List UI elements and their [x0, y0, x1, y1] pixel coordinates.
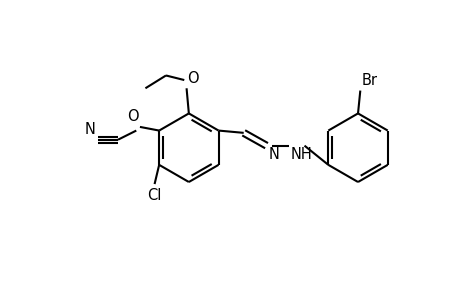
Text: O: O — [187, 70, 199, 86]
Text: NH: NH — [290, 148, 312, 163]
Text: Br: Br — [361, 73, 377, 88]
Text: N: N — [268, 148, 279, 163]
Text: Cl: Cl — [147, 188, 162, 203]
Text: O: O — [127, 109, 138, 124]
Text: N: N — [84, 122, 95, 137]
